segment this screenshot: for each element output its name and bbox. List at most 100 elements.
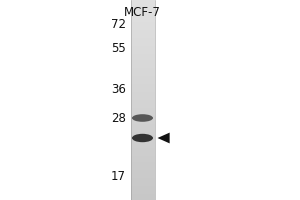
Bar bbox=[130, 84, 154, 86]
Bar bbox=[130, 68, 154, 70]
Bar bbox=[130, 166, 154, 168]
Bar bbox=[130, 12, 154, 14]
Bar bbox=[130, 152, 154, 154]
Bar bbox=[130, 176, 154, 178]
Bar bbox=[130, 108, 154, 110]
Bar bbox=[130, 124, 154, 126]
Bar bbox=[130, 100, 154, 102]
Bar bbox=[130, 180, 154, 182]
Bar bbox=[130, 2, 154, 4]
Bar bbox=[130, 140, 154, 142]
Bar bbox=[130, 42, 154, 44]
Bar bbox=[130, 74, 154, 76]
Bar bbox=[130, 16, 154, 18]
Bar bbox=[130, 110, 154, 112]
Bar bbox=[130, 4, 154, 6]
Bar bbox=[130, 46, 154, 48]
Bar bbox=[130, 96, 154, 98]
Polygon shape bbox=[158, 133, 170, 143]
Bar bbox=[130, 160, 154, 162]
Bar bbox=[130, 198, 154, 200]
Bar bbox=[130, 156, 154, 158]
Bar bbox=[130, 170, 154, 172]
Bar bbox=[130, 26, 154, 28]
Bar bbox=[130, 10, 154, 12]
Text: MCF-7: MCF-7 bbox=[124, 6, 161, 19]
Bar bbox=[130, 82, 154, 84]
Bar bbox=[130, 118, 154, 120]
Bar bbox=[130, 58, 154, 60]
Bar bbox=[130, 70, 154, 72]
Bar bbox=[130, 120, 154, 122]
Bar bbox=[130, 72, 154, 74]
Bar bbox=[130, 122, 154, 124]
Text: 17: 17 bbox=[111, 170, 126, 182]
Bar bbox=[130, 18, 154, 20]
Bar bbox=[130, 178, 154, 180]
Bar bbox=[130, 52, 154, 54]
Bar bbox=[130, 6, 154, 8]
Bar bbox=[130, 54, 154, 56]
Bar bbox=[130, 138, 154, 140]
Bar bbox=[130, 86, 154, 88]
Bar bbox=[130, 28, 154, 30]
Bar bbox=[130, 184, 154, 186]
Bar bbox=[130, 132, 154, 134]
Bar bbox=[130, 30, 154, 32]
Bar bbox=[130, 148, 154, 150]
Bar bbox=[130, 172, 154, 174]
Bar bbox=[130, 114, 154, 116]
Text: 28: 28 bbox=[111, 112, 126, 124]
Bar bbox=[130, 186, 154, 188]
Bar bbox=[130, 130, 154, 132]
Bar bbox=[130, 142, 154, 144]
Bar bbox=[130, 154, 154, 156]
Bar bbox=[130, 174, 154, 176]
Bar bbox=[130, 22, 154, 24]
Bar bbox=[130, 90, 154, 92]
Bar bbox=[130, 190, 154, 192]
Text: 55: 55 bbox=[111, 42, 126, 54]
Bar bbox=[130, 168, 154, 170]
Bar bbox=[130, 196, 154, 198]
Bar bbox=[130, 102, 154, 104]
Bar bbox=[130, 88, 154, 90]
Bar bbox=[130, 80, 154, 82]
Bar bbox=[130, 48, 154, 50]
Text: 72: 72 bbox=[111, 18, 126, 30]
Bar bbox=[130, 144, 154, 146]
Bar bbox=[130, 126, 154, 128]
Bar bbox=[130, 76, 154, 78]
Bar bbox=[130, 112, 154, 114]
Bar bbox=[130, 158, 154, 160]
Bar bbox=[130, 164, 154, 166]
Bar bbox=[130, 104, 154, 106]
Bar bbox=[130, 64, 154, 66]
Text: 36: 36 bbox=[111, 83, 126, 96]
Bar bbox=[130, 134, 154, 136]
Bar bbox=[130, 38, 154, 40]
Bar bbox=[130, 94, 154, 96]
Bar bbox=[130, 182, 154, 184]
Ellipse shape bbox=[132, 134, 153, 142]
Bar bbox=[130, 162, 154, 164]
Bar bbox=[130, 20, 154, 22]
Bar bbox=[130, 14, 154, 16]
Bar bbox=[130, 0, 154, 2]
Bar bbox=[130, 78, 154, 80]
Bar bbox=[130, 92, 154, 94]
Bar bbox=[130, 66, 154, 68]
Bar bbox=[130, 24, 154, 26]
Bar bbox=[130, 62, 154, 64]
Bar bbox=[130, 136, 154, 138]
Bar bbox=[130, 44, 154, 46]
Bar bbox=[130, 32, 154, 34]
Bar bbox=[130, 60, 154, 62]
Bar bbox=[130, 34, 154, 36]
Bar bbox=[130, 106, 154, 108]
Bar bbox=[130, 116, 154, 118]
Bar bbox=[130, 192, 154, 194]
Bar bbox=[130, 56, 154, 58]
Bar bbox=[130, 150, 154, 152]
Bar bbox=[130, 194, 154, 196]
